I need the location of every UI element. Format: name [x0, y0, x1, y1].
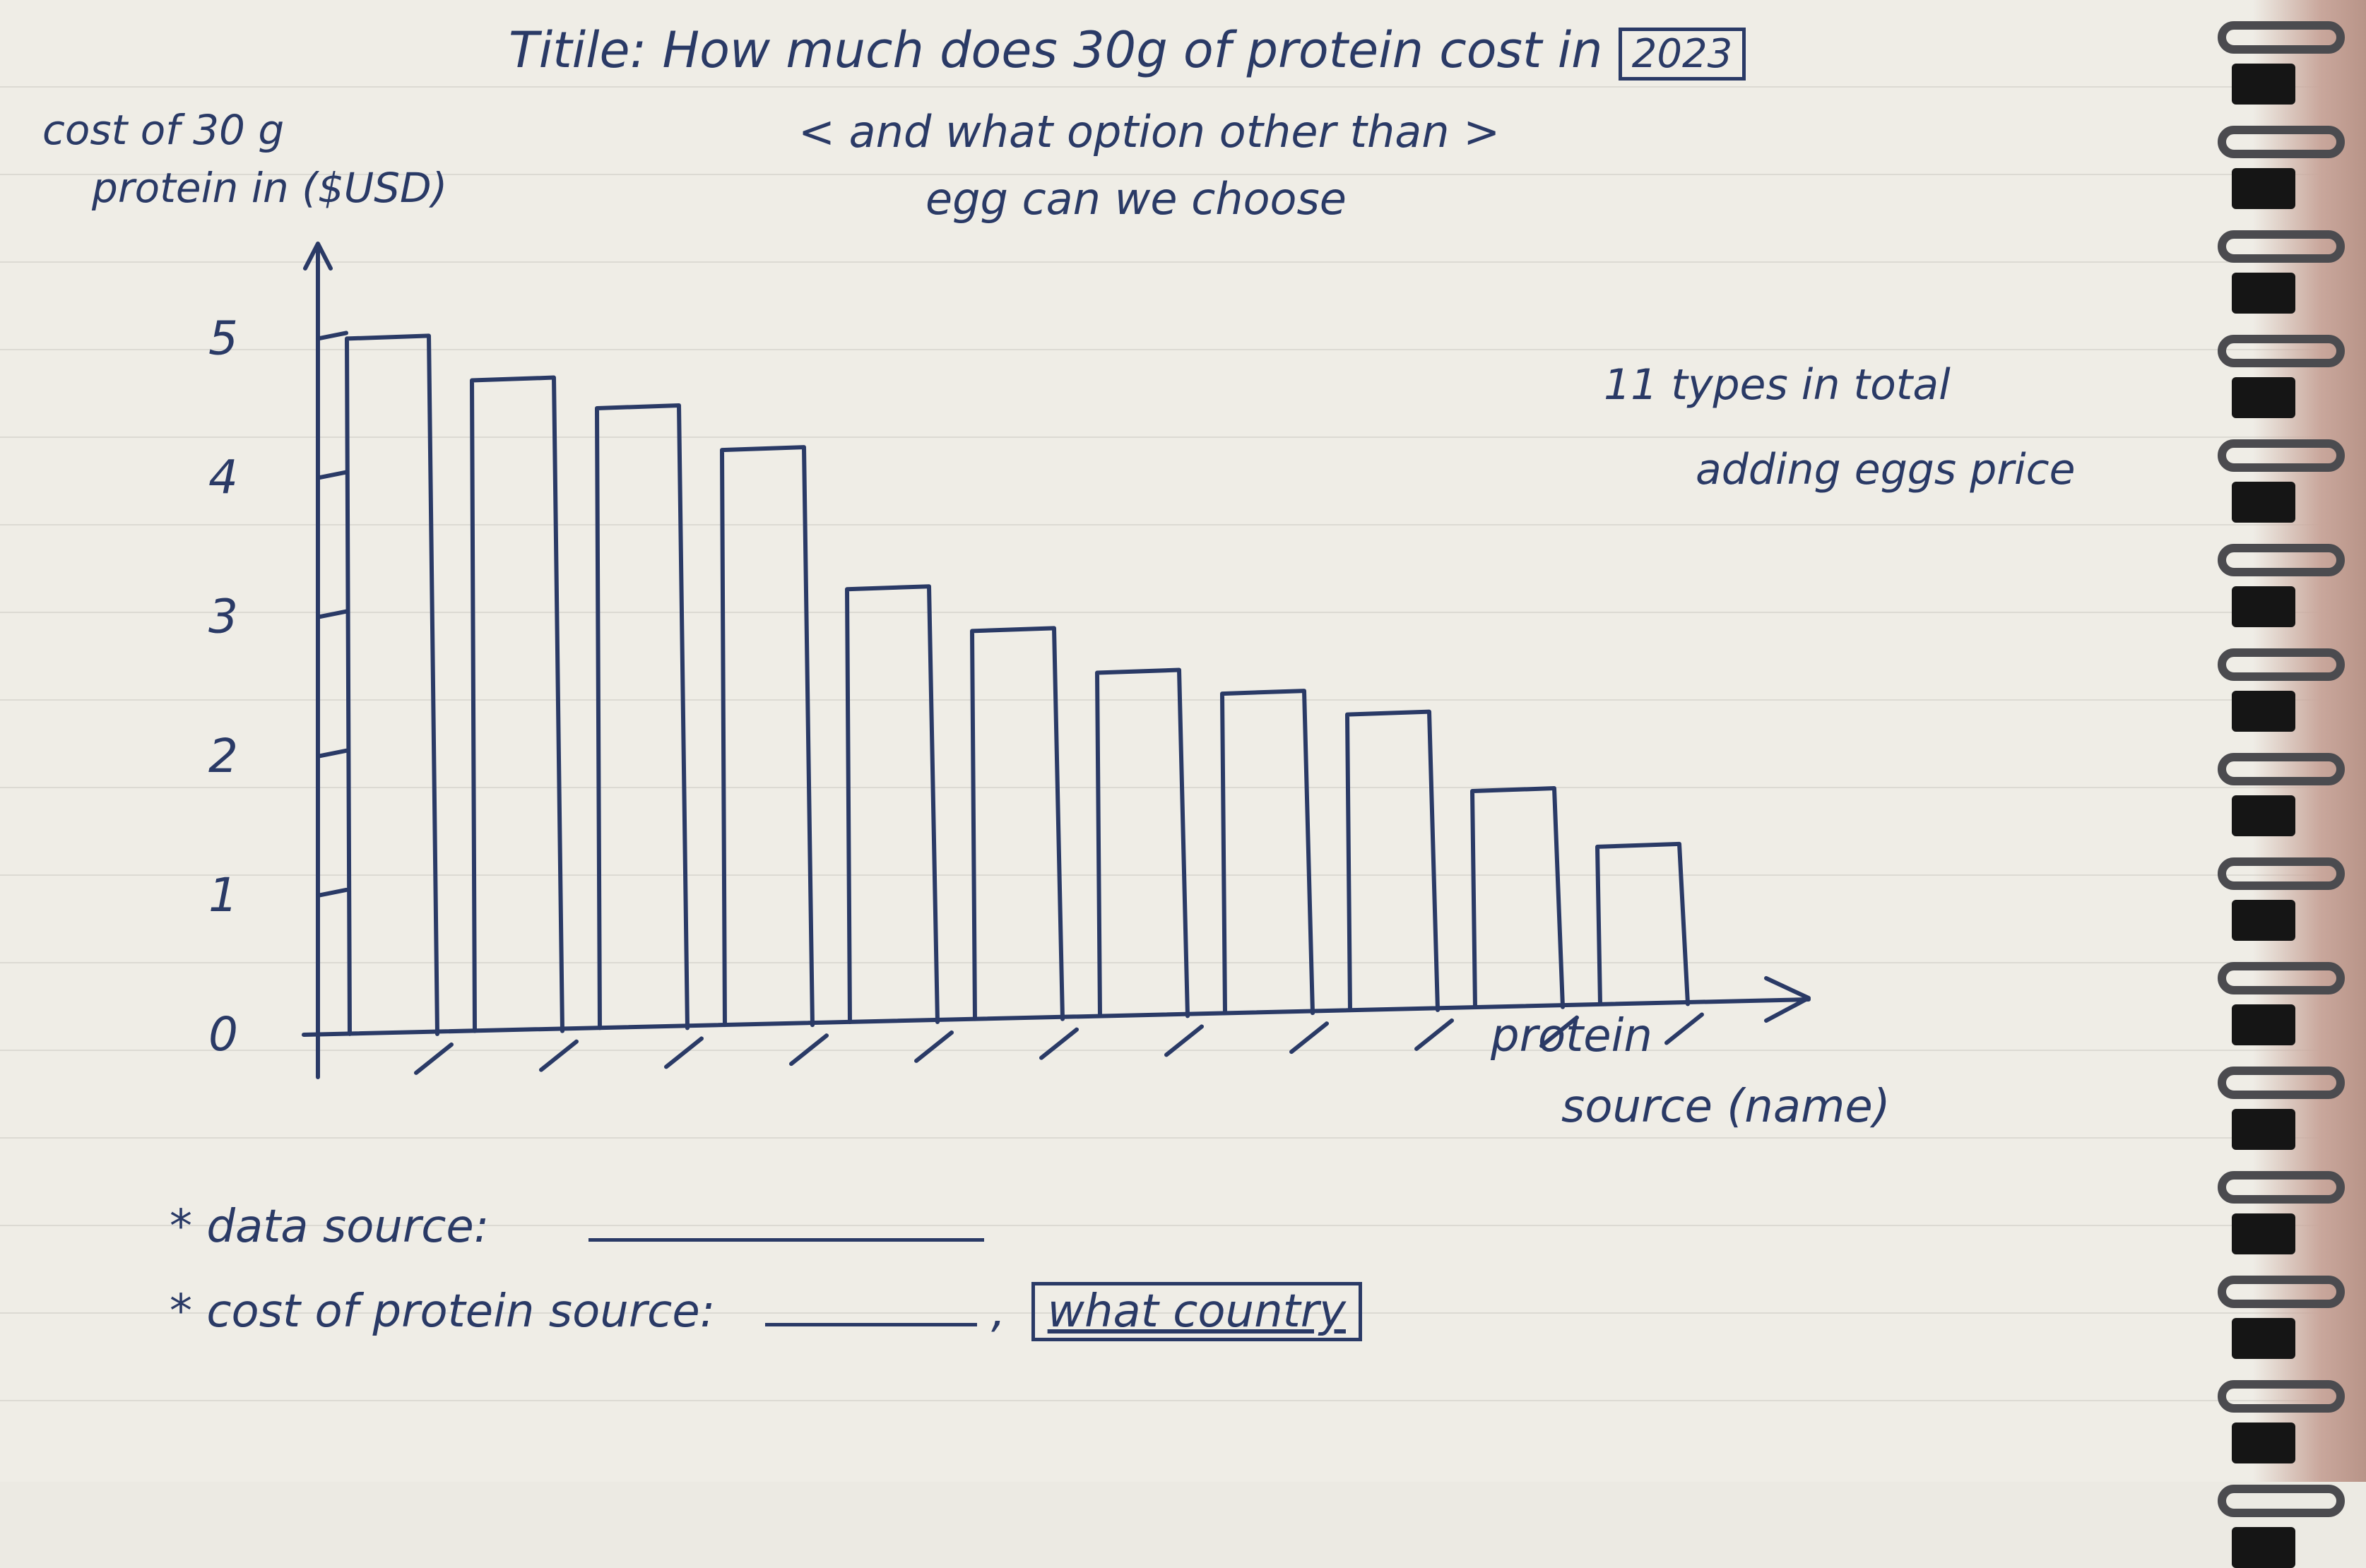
x-axis-arrow [1764, 976, 1811, 1023]
bar [845, 584, 940, 1024]
title-subline-1: < and what option other than > [798, 106, 1501, 158]
title-subline-2: egg can we choose [925, 173, 1347, 225]
x-tick-slash [664, 1036, 704, 1069]
binding-ring [2218, 1171, 2345, 1204]
y-tick-label: 4 [208, 451, 238, 505]
x-tick-slash [539, 1039, 579, 1072]
binding-hole [2232, 273, 2295, 314]
binding-hole [2232, 168, 2295, 209]
bar [970, 626, 1065, 1021]
chart-title: Titile: How much does 30g of protein cos… [509, 21, 1746, 81]
footnote-cost: * cost of protein source: , what country [170, 1282, 1362, 1341]
binding-ring [2218, 335, 2345, 367]
y-tick-mark [316, 609, 348, 619]
y-tick-label: 5 [208, 311, 238, 365]
title-line-1: Titile: How much does 30g of protein cos… [509, 21, 1603, 79]
x-tick-slash [1664, 1012, 1704, 1045]
y-tick-mark [316, 748, 348, 759]
y-tick-mark [316, 331, 348, 341]
bar [1595, 841, 1690, 1006]
y-tick-mark [316, 470, 348, 480]
binding-hole [2232, 377, 2295, 418]
binding-hole [2232, 1318, 2295, 1359]
binding-hole [2232, 900, 2295, 941]
footnote-data-source-label: * data source: [170, 1201, 490, 1253]
binding-hole [2232, 1004, 2295, 1045]
x-tick-slash [914, 1030, 954, 1063]
bar [1345, 709, 1440, 1012]
x-tick-slash [414, 1042, 454, 1075]
binding-hole [2232, 1109, 2295, 1150]
cost-blank [764, 1323, 977, 1326]
y-tick-mark [316, 887, 348, 898]
y-tick-label: 0 [208, 1007, 238, 1062]
footnote-comma: , [990, 1285, 1006, 1338]
annotation-line-1: 11 types in total [1604, 360, 1951, 410]
x-axis-label-line-2: source (name) [1561, 1081, 1891, 1133]
bar [720, 445, 815, 1028]
data-source-blank [588, 1238, 984, 1242]
y-tick-label: 2 [208, 729, 238, 783]
x-axis-label-line-1: protein [1491, 1010, 1652, 1062]
x-tick-slash [1039, 1027, 1079, 1060]
x-tick-slash [1539, 1015, 1579, 1048]
footnote-country: what country [1031, 1282, 1362, 1341]
binding-ring [2218, 230, 2345, 263]
binding-ring [2218, 126, 2345, 158]
notebook-page [0, 0, 2366, 1482]
binding-hole [2232, 482, 2295, 523]
footnote-data-source: * data source: [170, 1201, 984, 1253]
binding-ring [2218, 1067, 2345, 1099]
binding-hole [2232, 1423, 2295, 1463]
y-axis-arrow [303, 242, 333, 271]
annotation-line-2: adding eggs price [1696, 445, 2076, 494]
x-tick-slash [1414, 1018, 1454, 1051]
y-tick-label: 3 [208, 590, 238, 644]
bar [345, 333, 439, 1036]
bar [595, 403, 690, 1031]
binding-ring [2218, 1380, 2345, 1413]
binding-ring [2218, 648, 2345, 681]
footnote-cost-label: * cost of protein source: [170, 1285, 716, 1338]
binding-hole [2232, 795, 2295, 836]
bar [1470, 786, 1565, 1009]
binding-ring [2218, 21, 2345, 54]
binding-hole [2232, 64, 2295, 105]
binding-ring [2218, 1485, 2345, 1517]
bar [1095, 667, 1190, 1018]
bar-chart: 0 1 2 3 4 5 [208, 242, 1811, 1079]
bar [1220, 689, 1315, 1016]
y-axis-label-line-2: protein in ($USD) [92, 164, 448, 212]
x-tick-slash [1164, 1024, 1204, 1057]
binding-hole [2232, 586, 2295, 627]
x-tick-slash [789, 1033, 829, 1067]
binding-hole [2232, 691, 2295, 732]
footnote-country-text: what country [1047, 1285, 1346, 1338]
y-axis-label-line-1: cost of 30 g [42, 106, 285, 154]
x-tick-slash [1289, 1021, 1329, 1055]
binding-ring [2218, 857, 2345, 890]
x-axis-line [302, 997, 1811, 1037]
binding-hole [2232, 1213, 2295, 1254]
binding-hole [2232, 1527, 2295, 1568]
binding-ring [2218, 1276, 2345, 1308]
bar [470, 375, 564, 1033]
binding-ring [2218, 439, 2345, 472]
binding-ring [2218, 544, 2345, 576]
title-year: 2023 [1618, 28, 1746, 81]
y-tick-label: 1 [208, 868, 238, 922]
